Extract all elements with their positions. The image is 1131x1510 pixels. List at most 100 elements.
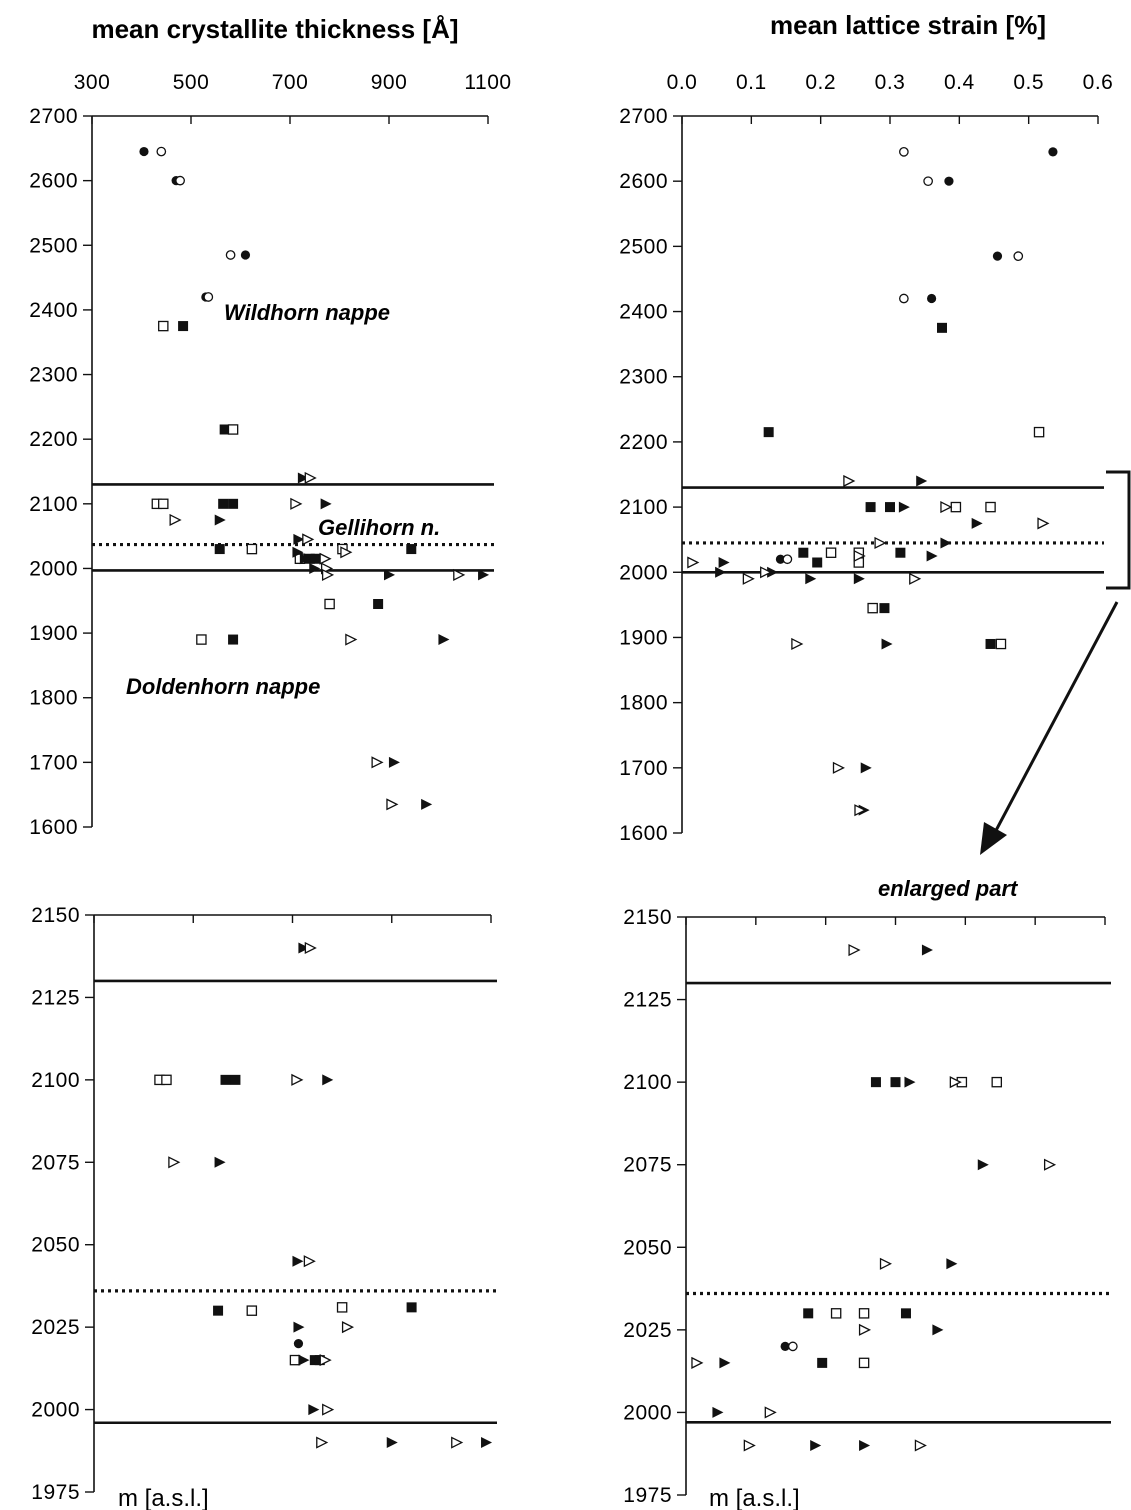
- filled-triangle-point: [309, 562, 321, 574]
- open-square-point: [991, 1076, 1003, 1088]
- gellihorn-nappe-label: Gellihorn n.: [318, 515, 440, 540]
- open-triangle-point: [302, 533, 315, 546]
- filled-triangle-point: [932, 1324, 944, 1336]
- y-tick-label: 2100: [29, 493, 78, 516]
- filled-square-point: [230, 1074, 241, 1085]
- open-triangle-point: [909, 572, 922, 585]
- open-square-point: [985, 501, 996, 513]
- open-triangle-point: [1043, 1158, 1057, 1171]
- filled-square-point: [900, 1308, 911, 1319]
- x-tick-label: 0.4: [944, 71, 975, 94]
- y-tick-label: 2075: [623, 1154, 672, 1177]
- filled-circle-point: [293, 1339, 304, 1349]
- open-triangle-point: [764, 1406, 777, 1419]
- filled-triangle-point: [299, 553, 311, 565]
- filled-triangle-point: [384, 569, 395, 581]
- filled-triangle-point: [977, 1159, 989, 1171]
- filled-square-point: [803, 1308, 814, 1319]
- y-tick-label: 2000: [623, 1401, 672, 1424]
- filled-triangle-point: [921, 944, 933, 956]
- filled-triangle-point: [386, 1437, 398, 1449]
- y-tick-label: 2200: [29, 428, 78, 451]
- y-tick-label: 2700: [619, 105, 668, 128]
- open-triangle-point: [451, 1436, 464, 1449]
- open-square-point: [830, 1308, 842, 1319]
- y-tick-label: 2000: [619, 561, 668, 584]
- filled-triangle-point: [810, 1439, 822, 1451]
- filled-square-point: [865, 502, 876, 513]
- open-triangle-point: [304, 941, 317, 955]
- open-triangle-point: [853, 549, 866, 563]
- open-triangle-point: [168, 1156, 181, 1169]
- filled-square-point: [178, 321, 189, 332]
- y-tick-label: 2300: [619, 366, 668, 389]
- y-tick-label: 1800: [619, 692, 668, 715]
- open-triangle-point: [321, 568, 335, 581]
- filled-circle-point: [992, 251, 1003, 261]
- open-triangle-point: [345, 633, 358, 646]
- left-chart-title: mean crystallite thickness [Å]: [91, 14, 458, 44]
- filled-triangle-point: [712, 1406, 724, 1418]
- filled-square-point: [812, 557, 823, 568]
- open-triangle-point: [290, 497, 303, 510]
- open-square-point: [196, 634, 207, 645]
- wildhorn-nappe-label: Wildhorn nappe: [224, 300, 390, 325]
- filled-triangle-point: [421, 798, 433, 810]
- y-tick-label: 2050: [31, 1234, 80, 1257]
- open-triangle-point: [949, 1076, 962, 1089]
- filled-triangle-point: [293, 533, 305, 545]
- y-tick-label: 2050: [623, 1236, 672, 1259]
- filled-square-point: [213, 1305, 224, 1316]
- y-tick-label: 1975: [31, 1481, 80, 1504]
- filled-triangle-point: [298, 942, 310, 954]
- x-tick-label: 0.2: [805, 71, 836, 94]
- open-triangle-point: [291, 1073, 304, 1086]
- y-tick-label: 1900: [29, 622, 78, 645]
- filled-square-point: [870, 1077, 881, 1088]
- open-triangle-point: [858, 1323, 872, 1336]
- y-tick-label: 2000: [29, 557, 78, 580]
- filled-square-point: [885, 502, 895, 513]
- filled-triangle-point: [308, 1404, 320, 1416]
- filled-square-point: [406, 1302, 417, 1313]
- filled-triangle-point: [916, 475, 928, 487]
- y-tick-label: 1600: [29, 816, 78, 839]
- y-tick-label: 2025: [31, 1316, 80, 1339]
- y-tick-label: 2600: [619, 170, 668, 193]
- x-tick-label: 1100: [464, 71, 511, 94]
- y-tick-label: 2700: [29, 105, 78, 128]
- filled-square-point: [817, 1357, 828, 1368]
- filled-circle-point: [775, 554, 786, 564]
- open-triangle-point: [687, 556, 700, 569]
- filled-square-point: [890, 1077, 901, 1088]
- left-unit-label: m [a.s.l.]: [118, 1485, 209, 1510]
- filled-square-point: [798, 547, 809, 558]
- y-tick-label: 2600: [29, 170, 78, 193]
- y-tick-label: 2150: [31, 904, 80, 927]
- chart-2: 0.0 0.1 0.2 0.3 0.4 0.5 0.6 1600 1700 1800 1900 200…: [619, 71, 1113, 845]
- filled-triangle-point: [320, 498, 332, 510]
- open-circle-point: [156, 146, 167, 157]
- x-tick-label: 0.3: [875, 71, 906, 94]
- y-tick-label: 2125: [623, 989, 672, 1012]
- chart-1: 300 500 700 900 1100 1600 1700 1800 1900 2000 2100…: [29, 71, 511, 839]
- filled-triangle-point: [214, 1156, 226, 1168]
- filled-square-point: [220, 1074, 231, 1085]
- filled-triangle-point: [881, 638, 893, 650]
- filled-circle-point: [1048, 147, 1058, 157]
- filled-square-point: [879, 603, 890, 614]
- charts-layer: 300 500 700 900 1100 1600 1700 1800 1900 2000 2100…: [29, 71, 1113, 1507]
- open-triangle-point: [743, 1439, 756, 1452]
- y-tick-label: 2500: [619, 235, 668, 258]
- open-triangle-point: [322, 1403, 335, 1416]
- open-square-point: [158, 320, 169, 332]
- filled-triangle-point: [859, 1439, 871, 1451]
- filled-square-point: [763, 427, 774, 438]
- filled-triangle-point: [322, 1074, 334, 1086]
- open-triangle-point: [386, 798, 399, 811]
- x-tick-label: 0.5: [1013, 71, 1044, 94]
- open-triangle-point: [316, 1436, 329, 1449]
- filled-square-point: [214, 544, 225, 555]
- filled-triangle-point: [853, 573, 865, 585]
